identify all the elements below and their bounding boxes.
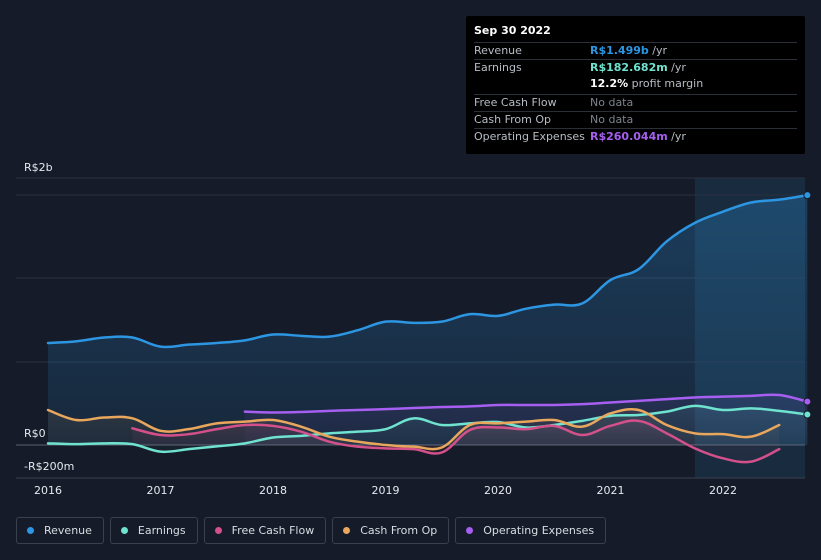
axis-ticks: R$2b R$0 -R$200m 2016 2017 2018 2019 2020 2021 20… (24, 161, 737, 497)
revenue-end-point (803, 191, 812, 200)
x-tick-label: 2021 (597, 484, 625, 497)
legend-item-cash-from-op[interactable]: Cash From Op (332, 517, 450, 544)
tooltip-row-label: Revenue (474, 44, 522, 57)
data-tooltip: Sep 30 2022 Revenue R$1.499b /yr Earnings R… (466, 16, 805, 154)
y-tick-label: R$0 (24, 427, 46, 440)
legend-label: Revenue (44, 524, 92, 537)
series-lines (46, 193, 809, 464)
tooltip-row: Operating Expenses R$260.044m /yr (474, 128, 797, 145)
tooltip-row-label: Cash From Op (474, 113, 552, 126)
tooltip-row-value: R$182.682m /yr 12.2% profit margin (590, 61, 704, 90)
tooltip-row-label: Earnings (474, 61, 522, 74)
legend-dot-icon (120, 527, 128, 534)
legend-item-operating-expenses[interactable]: Operating Expenses (455, 517, 607, 544)
x-tick-label: 2019 (372, 484, 400, 497)
cash-from-op-line (46, 407, 781, 451)
x-tick-label: 2020 (484, 484, 512, 497)
revenue-line (46, 193, 809, 349)
legend-dot-icon (214, 527, 222, 534)
legend-label: Free Cash Flow (231, 524, 315, 537)
tooltip-row: Cash From Op No data (474, 111, 797, 128)
earnings-line (46, 404, 809, 454)
legend-item-free-cash-flow[interactable]: Free Cash Flow (203, 517, 327, 544)
tooltip-row-value: R$260.044m /yr (590, 130, 686, 143)
chart-legend: Revenue Earnings Free Cash Flow Cash From O… (16, 517, 607, 544)
profit-margin: 12.2% profit margin (590, 77, 704, 90)
x-tick-label: 2018 (259, 484, 287, 497)
y-tick-label: R$2b (24, 161, 53, 174)
tooltip-row: Earnings R$182.682m /yr 12.2% profit margi… (474, 59, 797, 94)
operating-expenses-line (243, 393, 809, 414)
x-tick-label: 2022 (709, 484, 737, 497)
tooltip-row: Revenue R$1.499b /yr (474, 42, 797, 59)
free-cash-flow-line (131, 419, 781, 464)
x-tick-label: 2017 (147, 484, 175, 497)
tooltip-date: Sep 30 2022 (474, 24, 551, 37)
operating-expenses-end-point (803, 397, 812, 406)
tooltip-row-label: Operating Expenses (474, 130, 585, 143)
legend-dot-icon (27, 527, 34, 534)
tooltip-row: Free Cash Flow No data (474, 94, 797, 111)
x-tick-label: 2016 (34, 484, 62, 497)
legend-label: Cash From Op (360, 524, 438, 537)
tooltip-row-value: No data (590, 96, 634, 109)
legend-label: Operating Expenses (483, 524, 595, 537)
y-tick-label: -R$200m (24, 460, 74, 473)
end-markers (803, 191, 812, 419)
legend-label: Earnings (137, 524, 186, 537)
tooltip-row-value: R$1.499b /yr (590, 44, 668, 57)
revenue-earnings-chart: R$2b R$0 -R$200m 2016 2017 2018 2019 2020 2021 20… (16, 161, 812, 497)
legend-item-earnings[interactable]: Earnings (109, 517, 198, 544)
tooltip-row-value: No data (590, 113, 634, 126)
tooltip-row-label: Free Cash Flow (474, 96, 557, 109)
legend-item-revenue[interactable]: Revenue (16, 517, 104, 544)
legend-dot-icon (343, 527, 351, 534)
earnings-end-point (803, 410, 812, 419)
legend-dot-icon (466, 527, 474, 534)
revenue-area (48, 195, 808, 445)
